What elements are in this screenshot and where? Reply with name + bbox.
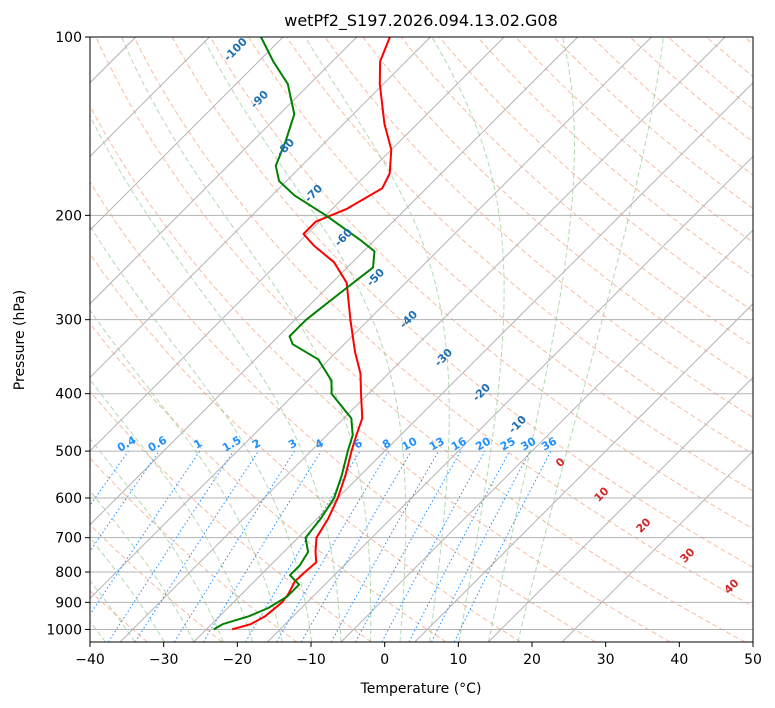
dry-adiabat xyxy=(362,37,753,383)
x-axis-label: Temperature (°C) xyxy=(360,681,482,697)
y-tick-label: 800 xyxy=(55,565,82,581)
isotherm xyxy=(488,376,753,642)
y-axis: 100 200 300 400 500 600 700 800 900 1000 xyxy=(46,30,90,638)
y-tick-label: 600 xyxy=(55,491,82,507)
x-tick-label: 10 xyxy=(449,652,467,668)
isotherm xyxy=(193,82,753,642)
x-tick-label: −40 xyxy=(75,652,105,668)
dry-adiabat xyxy=(324,37,753,418)
moist-adiabat xyxy=(90,580,136,642)
isotherm xyxy=(267,155,753,642)
dry-adiabat xyxy=(629,37,753,143)
x-tick-label: 0 xyxy=(380,652,389,668)
dry-adiabat xyxy=(477,37,753,277)
moist-adiabat xyxy=(431,37,505,642)
dry-adiabat xyxy=(90,523,223,642)
isotherm xyxy=(414,303,753,642)
y-axis-label: Pressure (hPa) xyxy=(12,290,28,390)
isotherm xyxy=(119,37,726,642)
mixing-ratio-label: 0.1 xyxy=(18,434,41,455)
dry-adiabat xyxy=(286,37,753,455)
y-tick-label: 500 xyxy=(55,444,82,460)
y-tick-label: 700 xyxy=(55,531,82,547)
dry-adiabat xyxy=(90,104,671,642)
mixing-ratio-line xyxy=(202,450,322,642)
x-tick-label: 40 xyxy=(670,652,688,668)
dry-adiabat xyxy=(553,37,753,210)
moist-adiabat xyxy=(90,309,283,642)
isotherm xyxy=(340,229,753,642)
y-tick-label: 400 xyxy=(55,387,82,403)
isotherm xyxy=(90,37,358,305)
moist-adiabat xyxy=(120,37,372,642)
moist-adiabat xyxy=(90,224,313,642)
moist-adiabat xyxy=(487,37,576,642)
isotherm xyxy=(90,37,505,452)
y-tick-label: 200 xyxy=(55,208,82,224)
x-tick-label: −10 xyxy=(296,652,326,668)
moist-adiabat xyxy=(90,537,165,642)
isotherm xyxy=(90,37,431,379)
mixing-ratio-line xyxy=(90,450,201,616)
x-tick-label: 30 xyxy=(597,652,615,668)
dry-adiabat xyxy=(0,37,73,642)
y-tick-label: 900 xyxy=(55,595,82,611)
background-lines xyxy=(0,37,753,642)
x-tick-label: −30 xyxy=(149,652,179,668)
isotherm xyxy=(0,37,62,642)
dry-adiabat xyxy=(209,37,753,530)
dry-adiabat xyxy=(248,37,753,492)
moist-adiabat xyxy=(90,114,342,642)
profile-lines xyxy=(213,37,393,631)
isotherm xyxy=(90,37,652,600)
moist-adiabat xyxy=(304,37,450,642)
dry-adiabat xyxy=(90,253,522,642)
y-tick-label: 100 xyxy=(55,30,82,46)
moist-adiabat xyxy=(90,490,195,642)
mixing-ratio-line xyxy=(381,450,486,642)
plot-frame xyxy=(89,36,754,643)
isotherm xyxy=(90,37,579,526)
x-tick-label: 50 xyxy=(744,652,762,668)
moist-adiabat xyxy=(90,378,254,642)
isotherm xyxy=(90,37,210,158)
y-tick-label: 300 xyxy=(55,313,82,329)
mixing-ratio-line xyxy=(453,450,552,642)
dry-adiabat xyxy=(95,37,746,642)
chart-title: wetPf2_S197.2026.094.13.02.G08 xyxy=(284,11,558,31)
mixing-ratio-line xyxy=(134,450,259,642)
mixing-ratio-line xyxy=(107,450,235,642)
temperature-profile xyxy=(231,37,393,631)
mixing-ratio-line xyxy=(354,450,462,642)
plot-area xyxy=(90,37,753,642)
moist-adiabat xyxy=(517,37,664,642)
dry-adiabat xyxy=(133,37,753,607)
x-tick-label: −20 xyxy=(223,652,253,668)
x-tick-label: 20 xyxy=(523,652,541,668)
dewpoint-profile xyxy=(213,37,376,631)
mixing-ratio-line xyxy=(330,450,440,642)
x-axis: −40 −30 −20 −10 0 10 20 30 40 50 xyxy=(75,642,762,668)
dry-adiabat xyxy=(400,37,753,347)
mixing-ratio-line xyxy=(0,451,32,642)
y-tick-label: 1000 xyxy=(46,622,82,638)
isotherm xyxy=(90,37,284,231)
dry-adiabat xyxy=(90,181,596,642)
isotherm xyxy=(561,450,753,642)
